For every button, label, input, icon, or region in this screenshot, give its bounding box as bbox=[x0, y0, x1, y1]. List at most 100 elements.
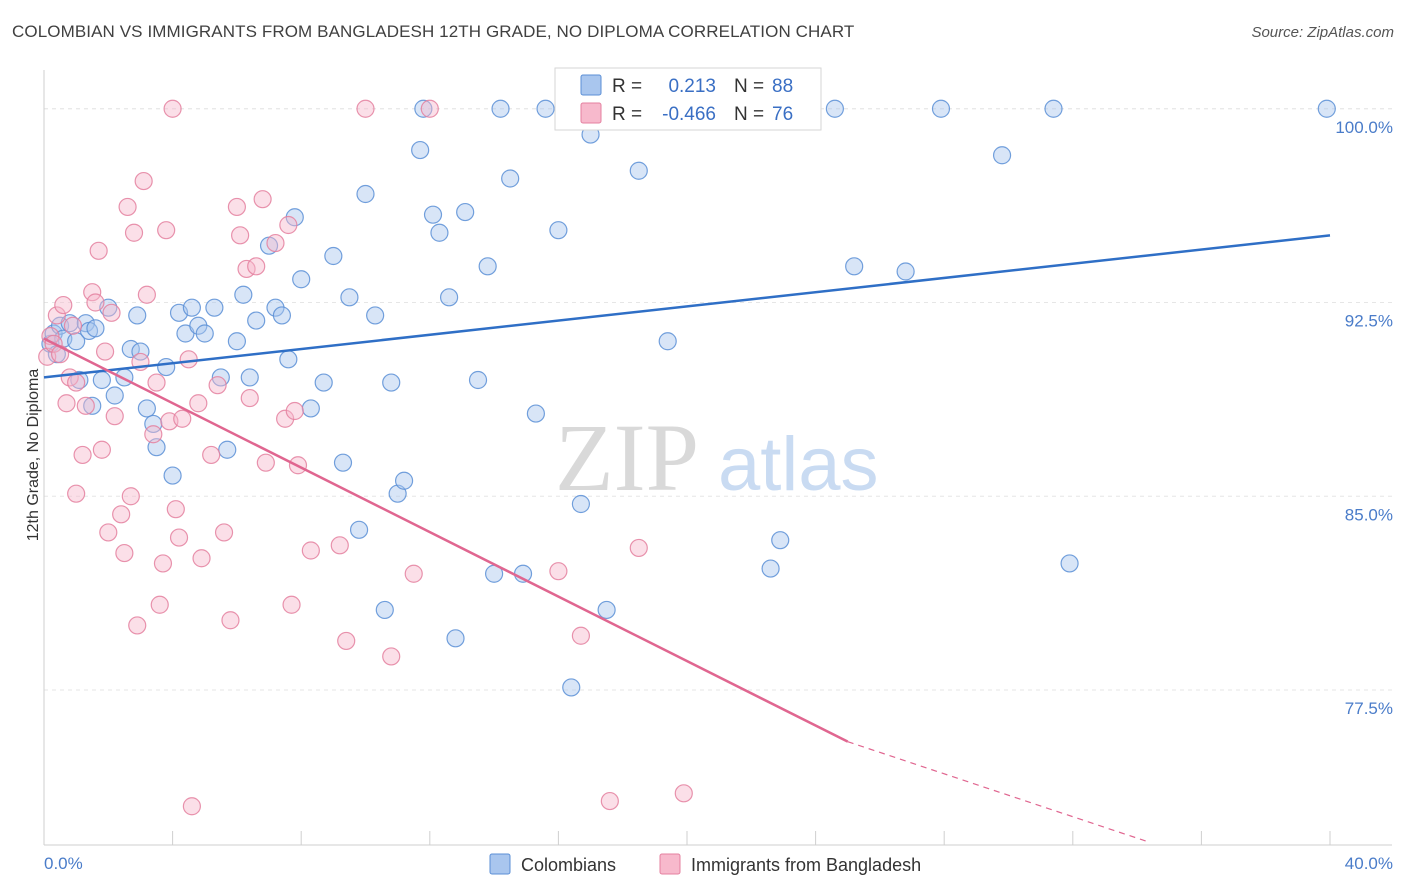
colombians-point bbox=[468, 370, 488, 390]
colombians-point bbox=[240, 368, 259, 387]
colombians-point bbox=[761, 559, 780, 578]
colombians-point bbox=[771, 531, 790, 550]
bangladesh-trend-extension bbox=[847, 741, 1151, 843]
watermark-zip: ZIP bbox=[555, 404, 699, 511]
bangladesh-point bbox=[118, 197, 137, 217]
colombians-point bbox=[597, 600, 616, 620]
colombians-point bbox=[375, 600, 394, 620]
colombians-point bbox=[549, 221, 568, 240]
legend-r-value-1: 0.213 bbox=[668, 76, 716, 97]
colombians-point bbox=[1317, 99, 1336, 118]
legend-n-value-2: 76 bbox=[772, 104, 793, 125]
legend-r-value-2: -0.466 bbox=[662, 104, 716, 125]
colombians-point bbox=[131, 342, 150, 361]
colombians-point bbox=[157, 357, 176, 377]
bangladesh-point bbox=[86, 293, 105, 312]
bangladesh-point bbox=[54, 295, 73, 315]
legend-swatch-colombians bbox=[580, 74, 602, 96]
axes bbox=[43, 70, 1392, 846]
bangladesh-point bbox=[549, 562, 568, 581]
bangladesh-point bbox=[92, 440, 111, 459]
bangladesh-point bbox=[208, 376, 227, 395]
colombians-point bbox=[896, 262, 915, 281]
bangladesh-point bbox=[256, 453, 275, 472]
colombians-point bbox=[423, 205, 443, 224]
colombians-point bbox=[163, 466, 182, 485]
bangladesh-point bbox=[76, 396, 95, 415]
bangladesh-point bbox=[169, 528, 189, 547]
bangladesh-point bbox=[73, 445, 92, 465]
bangladesh-trend-line bbox=[43, 337, 849, 743]
legend-r-label-1: R = bbox=[612, 76, 642, 97]
bangladesh-point bbox=[227, 197, 246, 217]
colombians-point bbox=[931, 99, 951, 118]
bangladesh-point bbox=[240, 388, 259, 408]
colombians-point bbox=[86, 319, 105, 338]
bangladesh-point bbox=[420, 99, 439, 118]
colombians-point bbox=[414, 99, 433, 118]
bottom-legend: Colombians Immigrants from Bangladesh bbox=[489, 853, 921, 875]
bangladesh-point bbox=[301, 541, 320, 560]
bangladesh-point bbox=[279, 215, 298, 235]
bangladesh-point bbox=[192, 549, 211, 568]
colombians-point bbox=[218, 440, 237, 459]
colombians-point bbox=[356, 184, 375, 204]
colombians-point bbox=[67, 332, 86, 351]
bangladesh-point bbox=[137, 285, 156, 304]
colombians-point bbox=[501, 169, 520, 188]
colombians-point bbox=[301, 399, 320, 418]
bangladesh-point bbox=[356, 99, 375, 118]
colombians-point bbox=[137, 399, 156, 418]
colombians-point bbox=[478, 257, 497, 276]
colombians-point bbox=[115, 368, 134, 387]
bangladesh-point bbox=[124, 223, 144, 242]
bangladesh-point bbox=[629, 538, 648, 558]
colombians-point bbox=[491, 99, 510, 118]
bangladesh-point bbox=[115, 543, 134, 563]
bangladesh-point bbox=[47, 306, 66, 325]
y-tick-label: 92.5% bbox=[1345, 312, 1393, 331]
chart-title: COLOMBIAN VS IMMIGRANTS FROM BANGLADESH … bbox=[12, 22, 855, 41]
legend-r-label-2: R = bbox=[612, 104, 642, 125]
colombians-point bbox=[382, 373, 401, 392]
bangladesh-point bbox=[189, 394, 208, 413]
bangladesh-point bbox=[276, 409, 295, 428]
bangladesh-point bbox=[144, 425, 163, 444]
colombians-point bbox=[658, 332, 677, 351]
colombians-point bbox=[324, 246, 343, 266]
bangladesh-point bbox=[182, 797, 201, 816]
colombians-point bbox=[333, 453, 353, 472]
legend-box: R = 0.213 N = 88 R = -0.466 N = 76 bbox=[554, 67, 822, 131]
bottom-legend-label-colombians: Colombians bbox=[521, 855, 616, 875]
bangladesh-point bbox=[89, 241, 108, 260]
bangladesh-point bbox=[404, 564, 423, 583]
bangladesh-point bbox=[214, 523, 234, 542]
bangladesh-point bbox=[99, 523, 118, 542]
bangladesh-point bbox=[95, 342, 115, 361]
y-tick-label: 100.0% bbox=[1335, 118, 1393, 137]
bangladesh-point bbox=[105, 407, 124, 426]
colombians-point bbox=[992, 146, 1012, 165]
colombians-point bbox=[526, 404, 545, 423]
colombians-point bbox=[83, 396, 102, 415]
y-tick-labels: 77.5% 85.0% 92.5% 100.0% bbox=[1335, 118, 1393, 718]
colombians-point bbox=[536, 99, 555, 118]
bangladesh-point bbox=[163, 99, 182, 118]
y-tick-label: 77.5% bbox=[1345, 699, 1393, 718]
colombians-point bbox=[292, 270, 311, 289]
colombians-trend-line bbox=[43, 234, 1331, 379]
bangladesh-point bbox=[221, 611, 240, 630]
colombians-point bbox=[340, 288, 359, 307]
bangladesh-point bbox=[674, 784, 693, 803]
bangladesh-point bbox=[337, 631, 356, 651]
bangladesh-point bbox=[247, 257, 266, 276]
x-tick-label-max: 40.0% bbox=[1345, 854, 1393, 873]
bangladesh-point bbox=[67, 484, 86, 503]
colombians-point bbox=[195, 324, 214, 343]
colombians-point bbox=[411, 140, 430, 160]
colombians-point bbox=[349, 520, 369, 539]
colombians-point bbox=[845, 257, 864, 276]
legend-n-value-1: 88 bbox=[772, 76, 793, 97]
trend-lines bbox=[43, 234, 1331, 843]
